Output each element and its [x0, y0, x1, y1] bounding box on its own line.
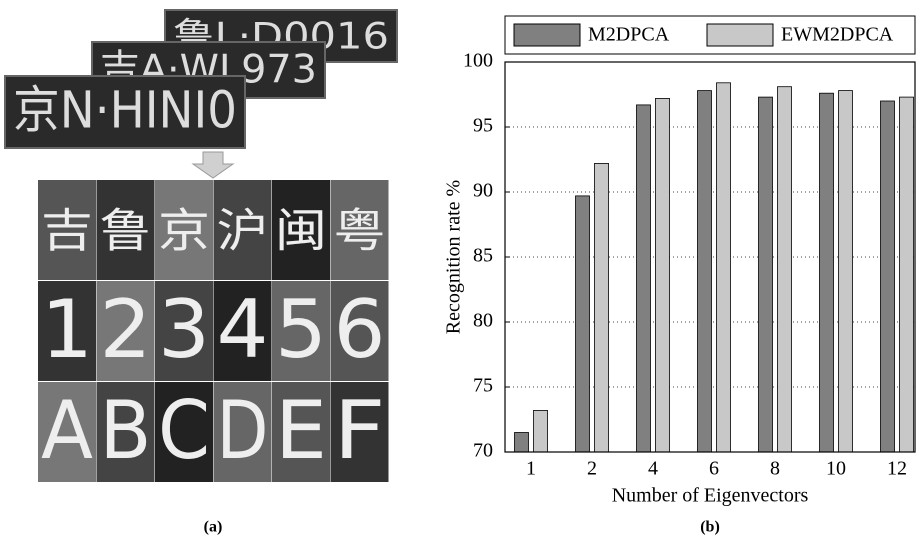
figure: (a) (b) Number of Eigenvectors Recogniti… [0, 0, 917, 539]
arrow [193, 152, 233, 178]
bar [839, 91, 853, 452]
char-text: C [158, 384, 210, 477]
char-text: 1 [41, 283, 93, 376]
bar [778, 87, 792, 452]
x-tick-label: 8 [770, 458, 780, 480]
char-text: 沪 [217, 204, 269, 258]
char-text: E [275, 384, 327, 477]
char-text: 闽 [275, 204, 327, 258]
x-tick-label: 10 [826, 458, 846, 480]
bar [595, 163, 609, 452]
x-tick-label: 12 [887, 458, 907, 480]
bar [637, 105, 651, 452]
char-text: 4 [217, 283, 269, 376]
char-text: 粤 [334, 204, 386, 258]
bar [534, 410, 548, 452]
char-text: 京 [158, 204, 210, 258]
x-tick-label: 1 [526, 458, 536, 480]
caption-a: (a) [204, 519, 223, 536]
char-text: B [100, 384, 152, 477]
char-text: 鲁 [100, 204, 152, 258]
char-text: 3 [158, 283, 210, 376]
char-text: 6 [334, 283, 386, 376]
y-tick-label: 75 [473, 375, 493, 397]
y-tick-label: 95 [473, 115, 493, 137]
y-tick-label: 85 [473, 245, 493, 267]
plot [505, 62, 915, 452]
bar [759, 97, 773, 452]
char-text: 5 [275, 283, 327, 376]
bar [576, 196, 590, 452]
bar [656, 98, 670, 452]
y-tick-label: 100 [463, 50, 493, 72]
caption-b: (b) [700, 519, 720, 536]
y-axis-label: Recognition rate % [443, 180, 465, 334]
bar [698, 91, 712, 452]
legend-swatch [707, 24, 773, 46]
plate-text: 京N·HINI0 [13, 81, 237, 140]
y-tick-label: 90 [473, 180, 493, 202]
x-tick-label: 6 [709, 458, 719, 480]
char-text: F [334, 384, 386, 477]
x-axis-label: Number of Eigenvectors [612, 485, 809, 507]
x-tick-label: 2 [587, 458, 597, 480]
char-text: D [217, 384, 269, 477]
y-tick-label: 80 [473, 310, 493, 332]
char-text: 2 [100, 283, 152, 376]
legend-label: M2DPCA [588, 24, 670, 46]
char-text: A [41, 384, 93, 477]
bar [515, 433, 529, 453]
x-tick-label: 4 [648, 458, 658, 480]
y-tick-label: 70 [473, 440, 493, 462]
legend-swatch [514, 24, 580, 46]
bar [717, 83, 731, 452]
bar [820, 93, 834, 452]
char-text: 吉 [41, 204, 93, 258]
legend-label: EWM2DPCA [781, 24, 894, 46]
bar [881, 101, 895, 452]
bar [900, 97, 914, 452]
